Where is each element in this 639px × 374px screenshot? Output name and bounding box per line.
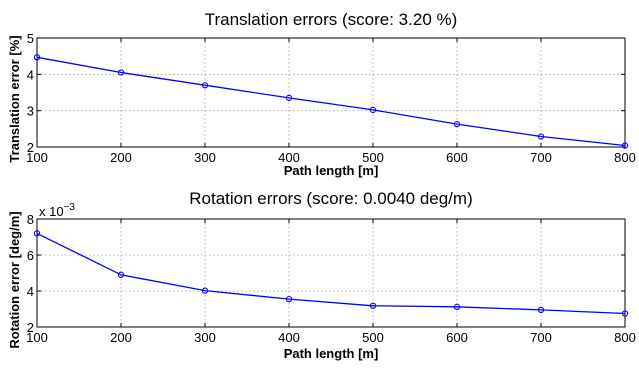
translation-title: Translation errors (score: 3.20 %) <box>205 10 458 29</box>
rotation-panel: Rotation errors (score: 0.0040 deg/m) Pa… <box>7 189 636 361</box>
rotation-xtick-label: 500 <box>362 330 384 345</box>
rotation-data-point <box>117 271 125 278</box>
rotation-grid <box>37 219 625 327</box>
translation-series <box>33 54 629 149</box>
rotation-series-line <box>36 232 626 315</box>
rotation-series <box>33 230 629 317</box>
rotation-ylabel: Rotation error [deg/m] <box>7 211 22 348</box>
translation-data-point <box>537 133 545 140</box>
rotation-xtick-label: 700 <box>530 330 552 345</box>
translation-data-point <box>117 69 125 76</box>
translation-xtick-label: 600 <box>446 150 468 165</box>
translation-data-point <box>369 106 377 114</box>
rotation-title: Rotation errors (score: 0.0040 deg/m) <box>189 189 472 208</box>
translation-panel: Translation errors (score: 3.20 %) Path … <box>7 10 636 178</box>
rotation-data-point <box>285 295 293 303</box>
rotation-xtick-label: 100 <box>26 330 48 345</box>
translation-grid <box>37 38 625 147</box>
rotation-ticks: 100 200 300 400 500 600 700 800 2 4 6 8 <box>26 212 636 345</box>
rotation-xlabel: Path length [m] <box>284 346 379 361</box>
rotation-xtick-label: 400 <box>278 330 300 345</box>
translation-data-point <box>285 94 293 102</box>
translation-ytick-label: 4 <box>27 67 34 82</box>
rotation-ytick-label: 8 <box>27 212 34 227</box>
translation-xtick-label: 300 <box>194 150 216 165</box>
translation-xtick-label: 500 <box>362 150 384 165</box>
rotation-axes-frame <box>36 218 626 328</box>
translation-xtick-label: 700 <box>530 150 552 165</box>
translation-data-point <box>33 54 41 61</box>
rotation-data-point <box>369 302 377 309</box>
translation-xtick-label: 400 <box>278 150 300 165</box>
rotation-ytick-label: 6 <box>27 248 34 263</box>
translation-data-point <box>201 82 209 89</box>
translation-xlabel: Path length [m] <box>284 163 379 178</box>
translation-data-point <box>621 142 629 149</box>
translation-ytick-label: 2 <box>27 140 34 155</box>
rotation-data-point <box>201 287 209 294</box>
rotation-scale-exponent: −3 <box>64 202 76 213</box>
translation-axes-frame <box>36 37 626 148</box>
rotation-scale-label: x 10−3 <box>39 202 75 219</box>
translation-ytick-label: 5 <box>27 31 34 46</box>
rotation-xtick-label: 600 <box>446 330 468 345</box>
rotation-scale-base: x 10 <box>39 204 64 219</box>
rotation-xtick-label: 300 <box>194 330 216 345</box>
rotation-data-point <box>33 230 41 237</box>
translation-ylabel: Translation error [%] <box>7 35 22 162</box>
rotation-data-point <box>537 306 545 314</box>
rotation-data-point <box>453 303 461 310</box>
translation-series-line <box>36 56 626 147</box>
translation-xtick-label: 200 <box>110 150 132 165</box>
rotation-xtick-label: 800 <box>614 330 636 345</box>
rotation-ytick-label: 2 <box>27 320 34 335</box>
translation-ytick-label: 3 <box>27 104 34 119</box>
rotation-ytick-label: 4 <box>27 284 34 299</box>
translation-data-point <box>453 120 461 128</box>
translation-xtick-label: 100 <box>26 150 48 165</box>
rotation-xtick-label: 200 <box>110 330 132 345</box>
translation-ticks: 100 200 300 400 500 600 700 800 2 3 4 5 <box>26 31 636 165</box>
rotation-data-point <box>621 310 629 317</box>
translation-xtick-label: 800 <box>614 150 636 165</box>
